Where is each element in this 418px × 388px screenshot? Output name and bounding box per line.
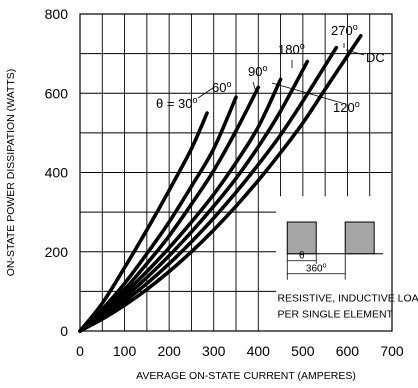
series-label: DC [366, 50, 385, 65]
series-label-sup: o [226, 79, 231, 89]
series-line [78, 77, 283, 333]
inset-note-line: RESISTIVE, INDUCTIVE LOAD [277, 292, 418, 304]
x-tick-label: 0 [76, 343, 84, 359]
leader-line [345, 49, 365, 56]
series-label-sup: o [300, 41, 305, 51]
series-line [78, 95, 238, 333]
y-axis-label: ON-STATE POWER DISSIPATION (WATTS) [5, 69, 17, 276]
series-line [78, 111, 209, 333]
inset-background [276, 196, 392, 331]
y-tick-label: 800 [45, 6, 69, 22]
series-label-sup: o [353, 22, 358, 32]
plot-frame [79, 13, 393, 332]
series-line [78, 45, 339, 333]
series-label-sup: o [355, 99, 360, 109]
series-label: 90o [248, 63, 267, 79]
series-label: 270o [331, 22, 358, 38]
x-tick-label: 100 [113, 343, 137, 359]
series-line [78, 85, 261, 333]
curves [78, 33, 363, 333]
theta-label: θ [299, 251, 305, 262]
y-tick-labels: 0 200 400 600 800 [45, 6, 69, 339]
series-line [78, 33, 363, 333]
period-label: 360o [306, 263, 327, 275]
conduction-pulse [344, 221, 375, 255]
series-label-sup: o [262, 63, 267, 73]
leader-line [271, 82, 343, 104]
series-label: 120o [333, 99, 360, 115]
leader-line [252, 81, 257, 93]
x-tick-label: 600 [336, 343, 360, 359]
y-tick-label: 400 [45, 165, 69, 181]
x-tick-label: 400 [247, 343, 271, 359]
x-tick-label: 200 [157, 343, 181, 359]
series-label: θ = 30o [156, 95, 198, 111]
x-tick-label: 300 [202, 343, 226, 359]
inset-note-line: PER SINGLE ELEMENT [277, 308, 393, 320]
series-line [78, 59, 310, 333]
period-label-sup: o [323, 263, 327, 270]
leader-line [197, 87, 214, 99]
conduction-pulse [286, 221, 317, 255]
x-tick-label: 700 [380, 343, 404, 359]
x-axis-label: AVERAGE ON-STATE CURRENT (AMPERES) [136, 370, 356, 382]
series-label: 60o [212, 79, 231, 95]
x-tick-label: 500 [291, 343, 315, 359]
y-tick-label: 0 [60, 323, 68, 339]
y-tick-label: 200 [45, 244, 69, 260]
x-tick-labels: 0 100 200 300 400 500 600 700 [76, 343, 404, 359]
series-label-sup: o [193, 95, 198, 105]
series-label: 180o [278, 41, 305, 57]
y-tick-label: 600 [45, 85, 69, 101]
